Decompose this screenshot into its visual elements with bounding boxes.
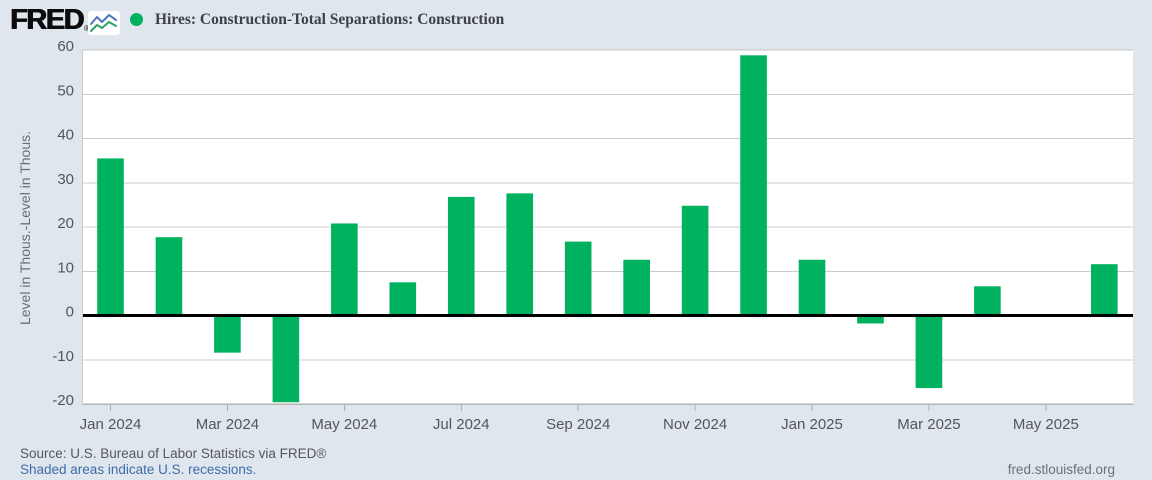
bar-jan-2024[interactable] xyxy=(97,158,124,316)
y-tick-label: -10 xyxy=(52,348,74,365)
bar-mar-2025[interactable] xyxy=(915,315,943,389)
y-axis-title: Level in Thous.-Level in Thous. xyxy=(17,130,33,326)
bar-jan-2025[interactable] xyxy=(798,259,826,316)
bar-dec-2024[interactable] xyxy=(740,55,767,316)
x-tick-label: Jan 2025 xyxy=(781,416,843,433)
x-tick-label: May 2025 xyxy=(1013,416,1079,433)
recession-note-link[interactable]: Shaded areas indicate U.S. recessions. xyxy=(20,462,257,477)
bar-apr-2024[interactable] xyxy=(272,315,300,403)
y-tick-label: 30 xyxy=(57,171,74,188)
series-legend-dot xyxy=(130,13,143,26)
sparkline-icon xyxy=(88,11,120,35)
y-tick-label: 0 xyxy=(66,304,74,321)
bar-jul-2024[interactable] xyxy=(447,196,475,316)
bar-oct-2024[interactable] xyxy=(623,259,650,316)
bar-feb-2025[interactable] xyxy=(857,315,884,324)
y-tick-label: -20 xyxy=(52,392,74,409)
bar-feb-2024[interactable] xyxy=(155,237,183,316)
bar-jun-2024[interactable] xyxy=(389,282,417,316)
x-tick-label: Mar 2025 xyxy=(897,416,960,433)
bar-mar-2024[interactable] xyxy=(214,315,241,353)
fred-logo-text: FRED xyxy=(10,4,84,36)
fred-logo[interactable]: FRED® xyxy=(10,4,90,37)
x-tick-label: Jan 2024 xyxy=(80,416,142,433)
bar-apr-2025[interactable] xyxy=(974,286,1001,316)
y-tick-label: 10 xyxy=(57,259,74,276)
x-tick-label: Jul 2024 xyxy=(433,416,490,433)
y-tick-label: 60 xyxy=(57,38,74,55)
bar-nov-2024[interactable] xyxy=(681,205,709,316)
bar-sep-2024[interactable] xyxy=(564,241,592,316)
x-tick-label: Sep 2024 xyxy=(546,416,610,433)
source-attribution: Source: U.S. Bureau of Labor Statistics … xyxy=(20,446,327,461)
x-tick-label: Nov 2024 xyxy=(663,416,727,433)
bar-chart-plot: 60 50 40 30 20 10 0 -10 -20 Jan 2024 Mar 2024 May 2… xyxy=(52,38,1133,433)
y-tick-label: 20 xyxy=(57,215,74,232)
chart-header: FRED® Hires: Construction-Total Separati… xyxy=(0,0,1152,40)
y-tick-label: 40 xyxy=(57,127,74,144)
fred-site-link[interactable]: fred.stlouisfed.org xyxy=(1007,462,1115,477)
y-tick-label: 50 xyxy=(57,82,74,99)
bar-may-2024[interactable] xyxy=(331,223,358,316)
chart-title: Hires: Construction-Total Separations: C… xyxy=(155,11,505,28)
x-tick-label: Mar 2024 xyxy=(196,416,259,433)
registered-mark: ® xyxy=(83,24,90,33)
bar-aug-2024[interactable] xyxy=(506,193,534,316)
x-tick-label: May 2024 xyxy=(311,416,377,433)
bar-jun-2025[interactable] xyxy=(1091,264,1118,316)
